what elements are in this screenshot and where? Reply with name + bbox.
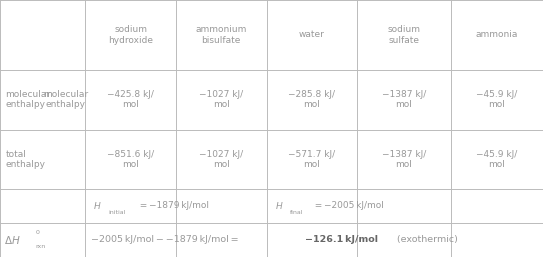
Text: −425.8 kJ/
mol: −425.8 kJ/ mol [107, 90, 154, 109]
Text: rxn: rxn [35, 244, 46, 250]
Text: −1027 kJ/
mol: −1027 kJ/ mol [199, 150, 243, 169]
Text: sodium
hydroxide: sodium hydroxide [108, 25, 153, 45]
Text: 0: 0 [35, 230, 39, 235]
Text: molecular
enthalpy: molecular enthalpy [43, 90, 88, 109]
Text: −1387 kJ/
mol: −1387 kJ/ mol [382, 150, 426, 169]
Text: $H$: $H$ [93, 200, 102, 211]
Text: total
enthalpy: total enthalpy [5, 150, 46, 169]
Text: ammonia: ammonia [476, 30, 518, 40]
Text: ammonium
bisulfate: ammonium bisulfate [195, 25, 247, 45]
Text: −285.8 kJ/
mol: −285.8 kJ/ mol [288, 90, 336, 109]
Text: (exothermic): (exothermic) [395, 235, 458, 244]
Text: initial: initial [109, 210, 126, 215]
Text: −126.1 kJ/mol: −126.1 kJ/mol [305, 235, 378, 244]
Text: final: final [290, 210, 304, 215]
Text: −1027 kJ/
mol: −1027 kJ/ mol [199, 90, 243, 109]
Text: −851.6 kJ/
mol: −851.6 kJ/ mol [107, 150, 154, 169]
Text: water: water [299, 30, 325, 40]
Text: −45.9 kJ/
mol: −45.9 kJ/ mol [476, 150, 517, 169]
Text: sodium
sulfate: sodium sulfate [388, 25, 420, 45]
Text: molecular
enthalpy: molecular enthalpy [5, 90, 50, 109]
Text: −2005 kJ/mol − −1879 kJ/mol =: −2005 kJ/mol − −1879 kJ/mol = [91, 235, 240, 244]
Text: $\Delta H$: $\Delta H$ [4, 234, 21, 246]
Text: = −1879 kJ/mol: = −1879 kJ/mol [138, 201, 210, 210]
Text: = −2005 kJ/mol: = −2005 kJ/mol [313, 201, 384, 210]
Text: −1387 kJ/
mol: −1387 kJ/ mol [382, 90, 426, 109]
Text: −571.7 kJ/
mol: −571.7 kJ/ mol [288, 150, 336, 169]
Text: $H$: $H$ [275, 200, 283, 211]
Text: −45.9 kJ/
mol: −45.9 kJ/ mol [476, 90, 517, 109]
